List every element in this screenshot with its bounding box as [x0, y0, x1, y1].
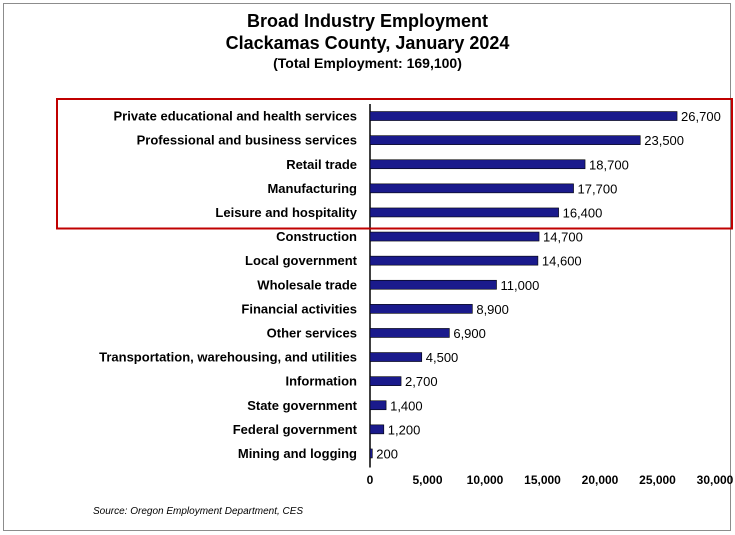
value-label: 16,400: [563, 205, 603, 220]
value-label: 200: [376, 446, 398, 461]
chart-title-line2: Clackamas County, January 2024: [225, 33, 510, 53]
bar: [369, 352, 423, 362]
category-label: Construction: [276, 229, 357, 244]
value-label: 1,400: [390, 398, 423, 413]
bar: [369, 183, 574, 194]
x-tick-label: 5,000: [412, 473, 442, 487]
x-tick-label: 20,000: [582, 473, 619, 487]
value-label: 4,500: [426, 350, 459, 365]
value-label: 8,900: [476, 302, 509, 317]
category-label: Professional and business services: [137, 133, 357, 148]
category-label: Manufacturing: [267, 181, 357, 196]
value-label: 11,000: [501, 278, 540, 293]
bar: [369, 111, 678, 121]
category-label: Private educational and health services: [114, 109, 358, 124]
source-note: Source: Oregon Employment Department, CE…: [93, 506, 304, 517]
bar: [369, 255, 539, 266]
category-label: Wholesale trade: [257, 277, 357, 292]
chart-title: Broad Industry Employment: [246, 11, 489, 31]
bar: [369, 424, 385, 435]
category-label: Mining and logging: [238, 446, 357, 461]
bar: [369, 448, 373, 459]
value-label: 17,700: [578, 181, 618, 196]
x-tick-label: 25,000: [639, 473, 676, 487]
bar: [369, 207, 559, 218]
value-label: 14,700: [543, 230, 583, 245]
bar: [369, 376, 402, 386]
bar: [369, 279, 497, 290]
category-label: Transportation, warehousing, and utiliti…: [99, 350, 357, 365]
x-tick-label: 15,000: [524, 473, 561, 487]
category-label: Local government: [245, 253, 358, 268]
bar: [369, 231, 540, 242]
bar: [369, 400, 387, 411]
value-label: 26,700: [681, 109, 721, 124]
x-tick-label: 30,000: [697, 473, 734, 487]
category-label: Federal government: [233, 422, 358, 437]
highlight-box: [56, 98, 733, 230]
bar: [369, 328, 450, 338]
chart-title-block: Broad Industry Employment Clackamas Coun…: [0, 10, 735, 72]
x-tick-label: 10,000: [467, 473, 504, 487]
bar: [369, 135, 641, 145]
bar: [369, 159, 586, 170]
value-label: 1,200: [388, 422, 421, 437]
value-label: 23,500: [644, 133, 684, 148]
category-label: Information: [286, 374, 358, 389]
value-label: 14,600: [542, 254, 582, 269]
x-tick-label: 0: [367, 473, 374, 487]
bar: [369, 304, 473, 314]
category-label: Leisure and hospitality: [215, 205, 357, 220]
value-label: 6,900: [453, 326, 486, 341]
chart-subtitle: (Total Employment: 169,100): [273, 55, 462, 71]
category-label: Retail trade: [286, 157, 357, 172]
category-label: State government: [247, 398, 357, 413]
category-label: Other services: [267, 325, 357, 340]
chart-frame: [3, 3, 731, 531]
category-label: Financial activities: [241, 301, 357, 316]
value-label: 18,700: [589, 157, 629, 172]
value-label: 2,700: [405, 374, 438, 389]
